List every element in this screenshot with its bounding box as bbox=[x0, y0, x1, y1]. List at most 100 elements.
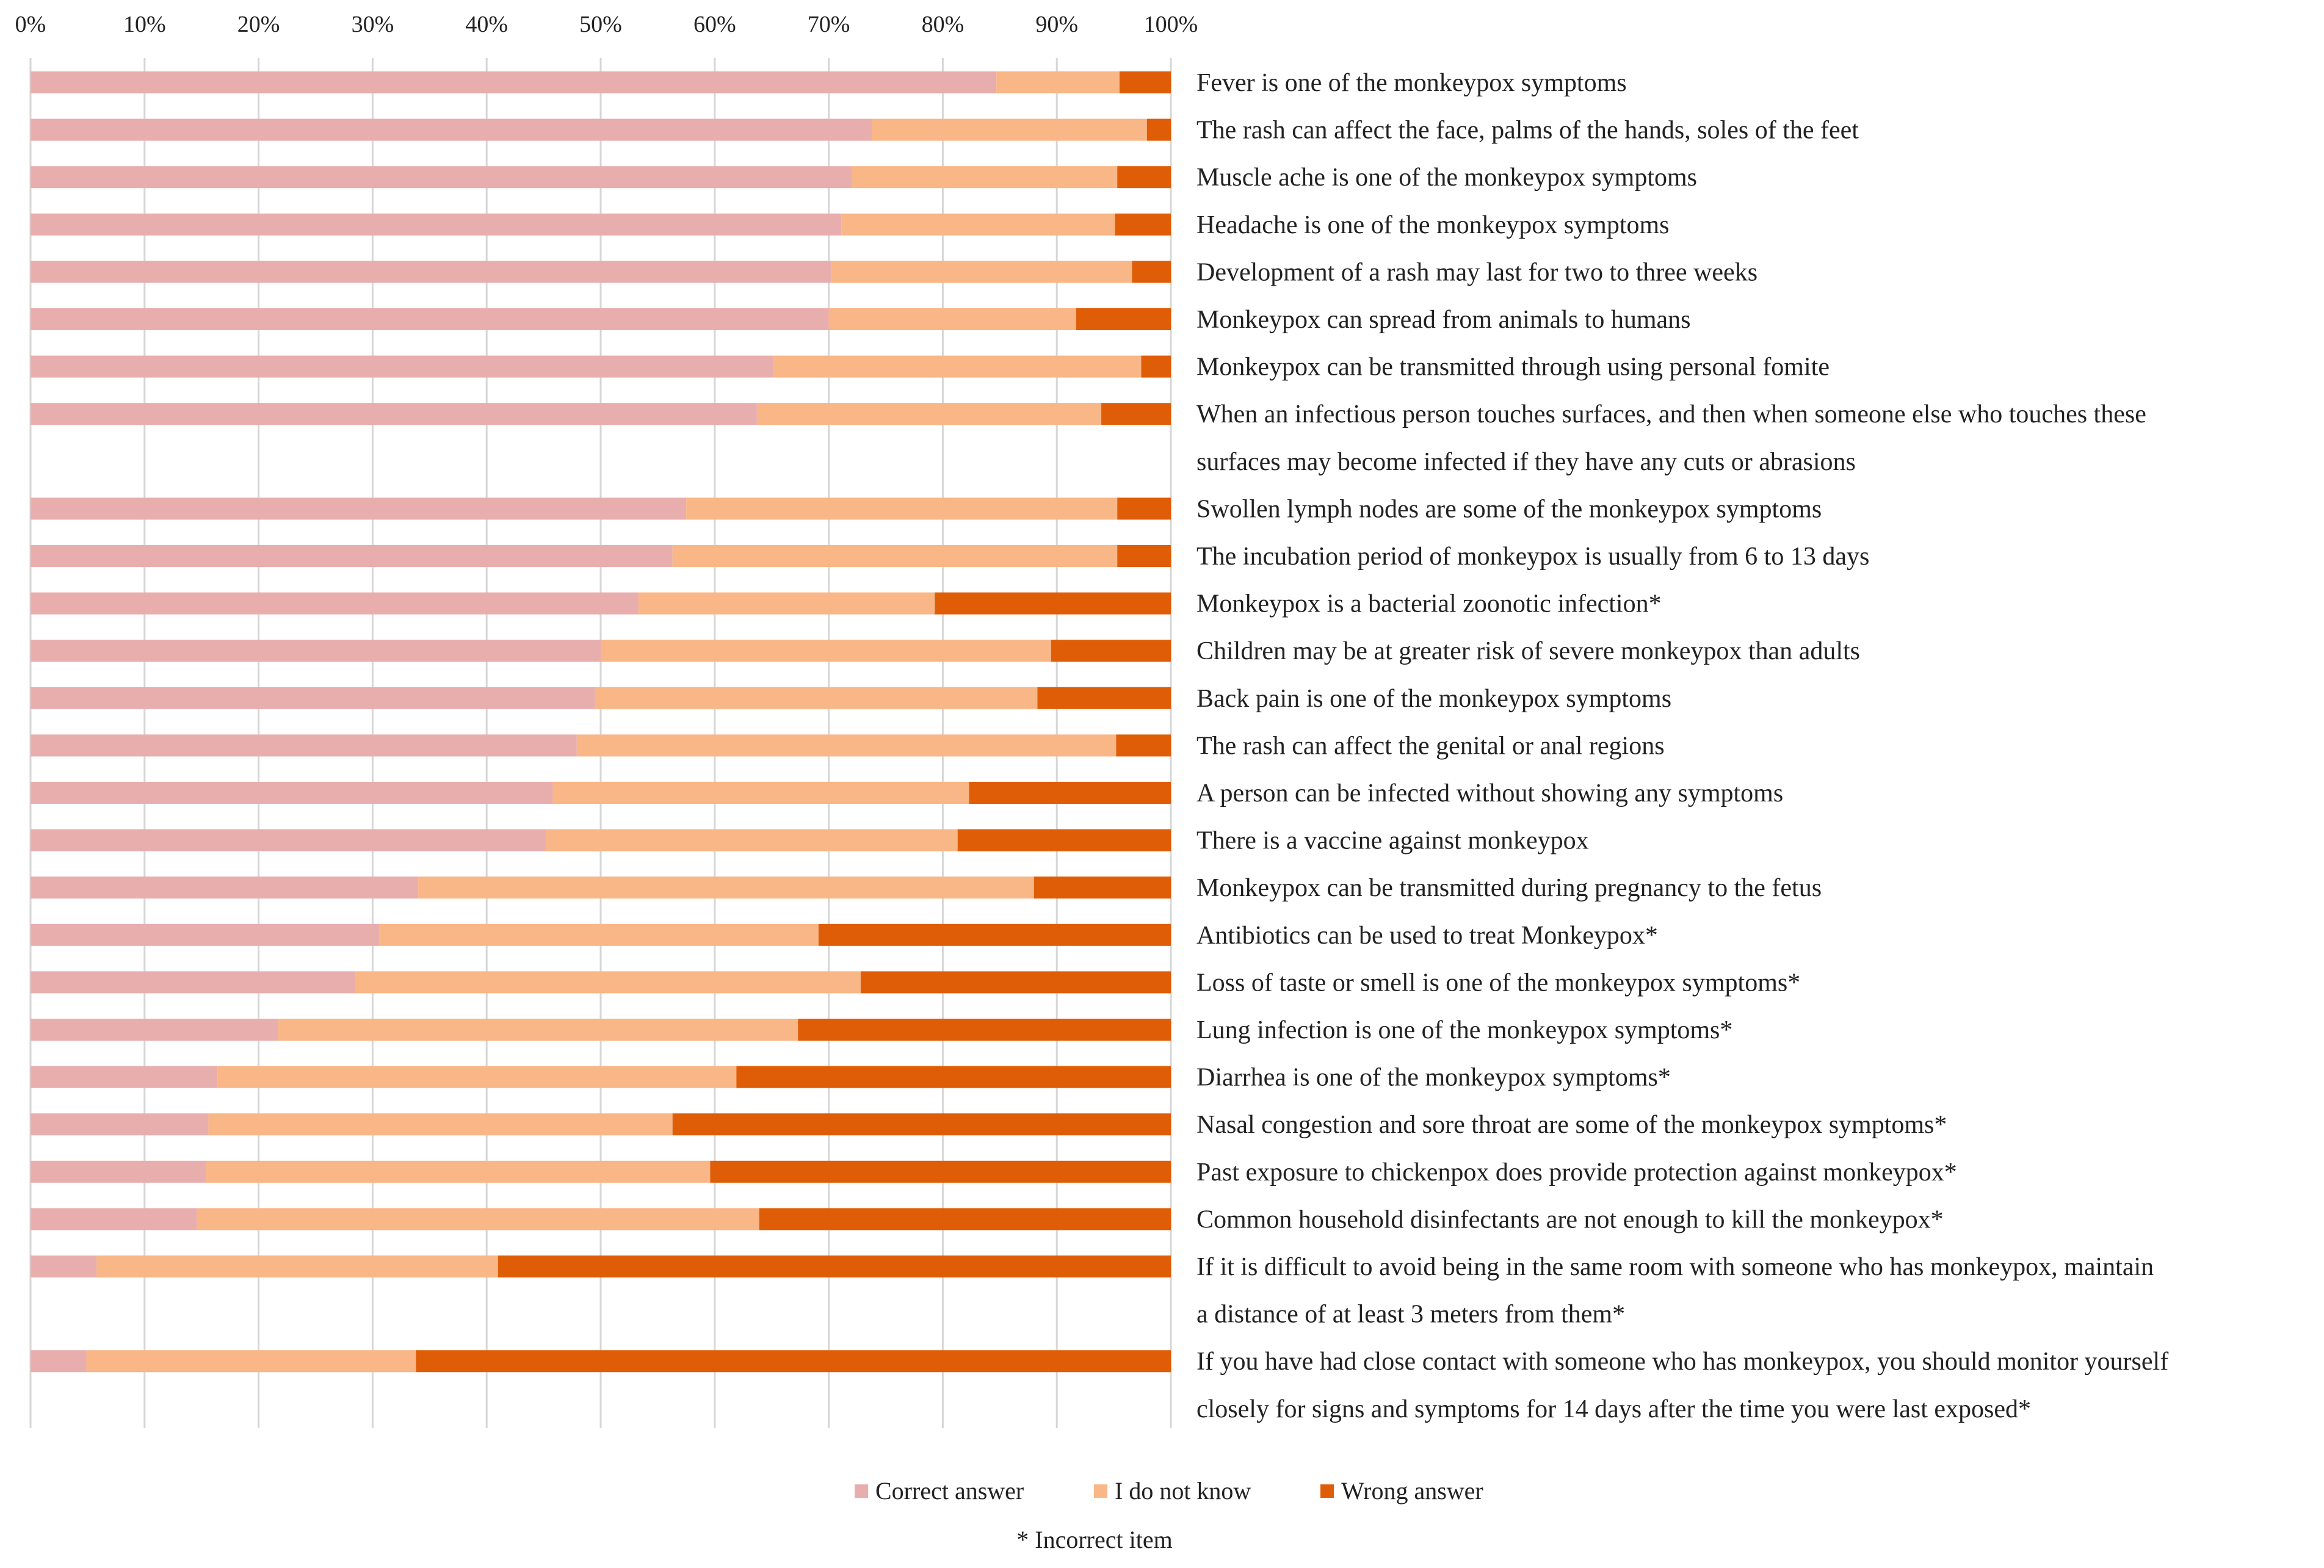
category-label: Monkeypox can spread from animals to hum… bbox=[1196, 306, 1690, 334]
bar-segment-correct-answer bbox=[31, 118, 872, 141]
bar-segment-correct-answer bbox=[31, 592, 639, 615]
bar-segment-i-do-not-know bbox=[355, 971, 861, 994]
bar-segment-wrong-answer bbox=[1117, 497, 1171, 520]
legend-swatch bbox=[1094, 1484, 1107, 1498]
legend-label: Wrong answer bbox=[1341, 1477, 1483, 1505]
category-label: Muscle ache is one of the monkeypox symp… bbox=[1196, 164, 1697, 192]
bar-segment-correct-answer bbox=[31, 640, 601, 662]
x-tick-label: 90% bbox=[1035, 12, 1078, 37]
bar-segment-correct-answer bbox=[31, 687, 595, 709]
bar-segment-correct-answer bbox=[31, 1066, 218, 1088]
category-label: Past exposure to chickenpox does provide… bbox=[1196, 1158, 1957, 1187]
bar-segment-i-do-not-know bbox=[638, 592, 935, 615]
x-tick-label: 100% bbox=[1144, 12, 1198, 37]
category-label: When an infectious person touches surfac… bbox=[1196, 400, 2146, 428]
bar-segment-i-do-not-know bbox=[576, 734, 1117, 757]
bar-segment-wrong-answer bbox=[1119, 71, 1171, 93]
legend: Correct answer I do not know Wrong answer bbox=[855, 1477, 1483, 1505]
bar-segment-wrong-answer bbox=[672, 1113, 1171, 1136]
bar-segment-wrong-answer bbox=[759, 1208, 1171, 1230]
bar-segment-wrong-answer bbox=[1132, 261, 1171, 283]
category-label: Back pain is one of the monkeypox sympto… bbox=[1196, 685, 1671, 713]
bar-segment-wrong-answer bbox=[1115, 213, 1171, 236]
bar-segment-wrong-answer bbox=[1117, 166, 1171, 189]
bar-segment-wrong-answer bbox=[860, 971, 1171, 994]
bar-segment-wrong-answer bbox=[1051, 640, 1171, 662]
category-label: Monkeypox can be transmitted during preg… bbox=[1196, 874, 1822, 902]
category-label: Fever is one of the monkeypox symptoms bbox=[1196, 69, 1627, 97]
x-tick-label: 30% bbox=[352, 12, 394, 37]
category-label: surfaces may become infected if they hav… bbox=[1196, 448, 1856, 476]
bar-segment-i-do-not-know bbox=[206, 1160, 711, 1183]
bar-segment-correct-answer bbox=[31, 166, 852, 189]
bar-segment-correct-answer bbox=[31, 876, 419, 899]
category-label: Swollen lymph nodes are some of the monk… bbox=[1196, 495, 1822, 523]
bar-segment-i-do-not-know bbox=[86, 1350, 416, 1373]
bar-segment-wrong-answer bbox=[1037, 687, 1171, 709]
bar-segment-i-do-not-know bbox=[756, 403, 1102, 425]
category-label: If you have had close contact with someo… bbox=[1196, 1348, 2168, 1376]
bar-segment-i-do-not-know bbox=[831, 261, 1132, 283]
category-label: Antibiotics can be used to treat Monkeyp… bbox=[1196, 922, 1658, 950]
x-tick-label: 10% bbox=[123, 12, 166, 37]
bar-segment-i-do-not-know bbox=[278, 1019, 798, 1041]
category-label: Monkeypox can be transmitted through usi… bbox=[1196, 353, 1830, 381]
bar-segment-i-do-not-know bbox=[872, 118, 1147, 141]
bar-segment-correct-answer bbox=[31, 545, 673, 567]
bar-segment-wrong-answer bbox=[710, 1160, 1171, 1183]
bar-segment-i-do-not-know bbox=[217, 1066, 737, 1088]
bar-segment-correct-answer bbox=[31, 829, 546, 851]
bar-segment-correct-answer bbox=[31, 261, 831, 283]
bar-segment-wrong-answer bbox=[1141, 355, 1171, 378]
bar-segment-wrong-answer bbox=[1033, 876, 1171, 899]
bar-segment-correct-answer bbox=[31, 213, 842, 236]
bar-segment-wrong-answer bbox=[969, 782, 1171, 804]
bar-segment-i-do-not-know bbox=[418, 876, 1034, 899]
category-label: Children may be at greater risk of sever… bbox=[1196, 637, 1860, 665]
bar-segment-correct-answer bbox=[31, 971, 356, 994]
x-tick-label: 0% bbox=[15, 12, 46, 37]
bar-segment-correct-answer bbox=[31, 1208, 197, 1230]
bar-segment-i-do-not-know bbox=[672, 545, 1118, 567]
bar-segment-correct-answer bbox=[31, 1255, 97, 1277]
bar-segment-wrong-answer bbox=[1146, 118, 1171, 141]
category-label: The rash can affect the genital or anal … bbox=[1196, 732, 1665, 760]
bar-segment-wrong-answer bbox=[1117, 545, 1171, 567]
category-label: Development of a rash may last for two t… bbox=[1196, 258, 1757, 286]
bar-segment-correct-answer bbox=[31, 355, 773, 378]
bar-segment-i-do-not-know bbox=[851, 166, 1118, 189]
bar-segment-correct-answer bbox=[31, 1019, 278, 1041]
bar-segment-correct-answer bbox=[31, 923, 380, 946]
x-tick-label: 20% bbox=[237, 12, 280, 37]
category-label: Nasal congestion and sore throat are som… bbox=[1196, 1111, 1947, 1139]
category-label: There is a vaccine against monkeypox bbox=[1196, 827, 1589, 855]
bar-segment-i-do-not-know bbox=[686, 497, 1118, 520]
x-tick-label: 60% bbox=[693, 12, 736, 37]
x-tick-label: 40% bbox=[465, 12, 508, 37]
bars bbox=[31, 71, 1171, 1373]
bar-segment-wrong-answer bbox=[498, 1255, 1171, 1277]
bar-segment-correct-answer bbox=[31, 71, 997, 93]
category-label: Common household disinfectants are not e… bbox=[1196, 1205, 1944, 1234]
bar-segment-wrong-answer bbox=[1076, 308, 1171, 330]
footnote: * Incorrect item bbox=[1016, 1526, 1172, 1553]
bar-segment-i-do-not-know bbox=[546, 829, 958, 851]
bar-segment-i-do-not-know bbox=[996, 71, 1120, 93]
category-labels: Fever is one of the monkeypox symptoms Th… bbox=[1196, 69, 2168, 1423]
category-label: If it is difficult to avoid being in the… bbox=[1196, 1253, 2154, 1281]
x-tick-label: 80% bbox=[922, 12, 965, 37]
bar-segment-i-do-not-know bbox=[828, 308, 1076, 330]
bar-segment-wrong-answer bbox=[1116, 734, 1171, 757]
bar-segment-correct-answer bbox=[31, 782, 553, 804]
category-label: Loss of taste or smell is one of the mon… bbox=[1196, 969, 1800, 997]
bar-segment-correct-answer bbox=[31, 497, 687, 520]
category-label: Diarrhea is one of the monkeypox symptom… bbox=[1196, 1064, 1671, 1092]
bar-segment-i-do-not-know bbox=[379, 923, 819, 946]
category-label: The rash can affect the face, palms of t… bbox=[1196, 117, 1859, 145]
bar-segment-wrong-answer bbox=[1101, 403, 1171, 425]
bar-segment-correct-answer bbox=[31, 1350, 87, 1373]
bar-segment-wrong-answer bbox=[798, 1019, 1171, 1041]
x-tick-label: 50% bbox=[579, 12, 622, 37]
bar-segment-i-do-not-know bbox=[773, 355, 1142, 378]
